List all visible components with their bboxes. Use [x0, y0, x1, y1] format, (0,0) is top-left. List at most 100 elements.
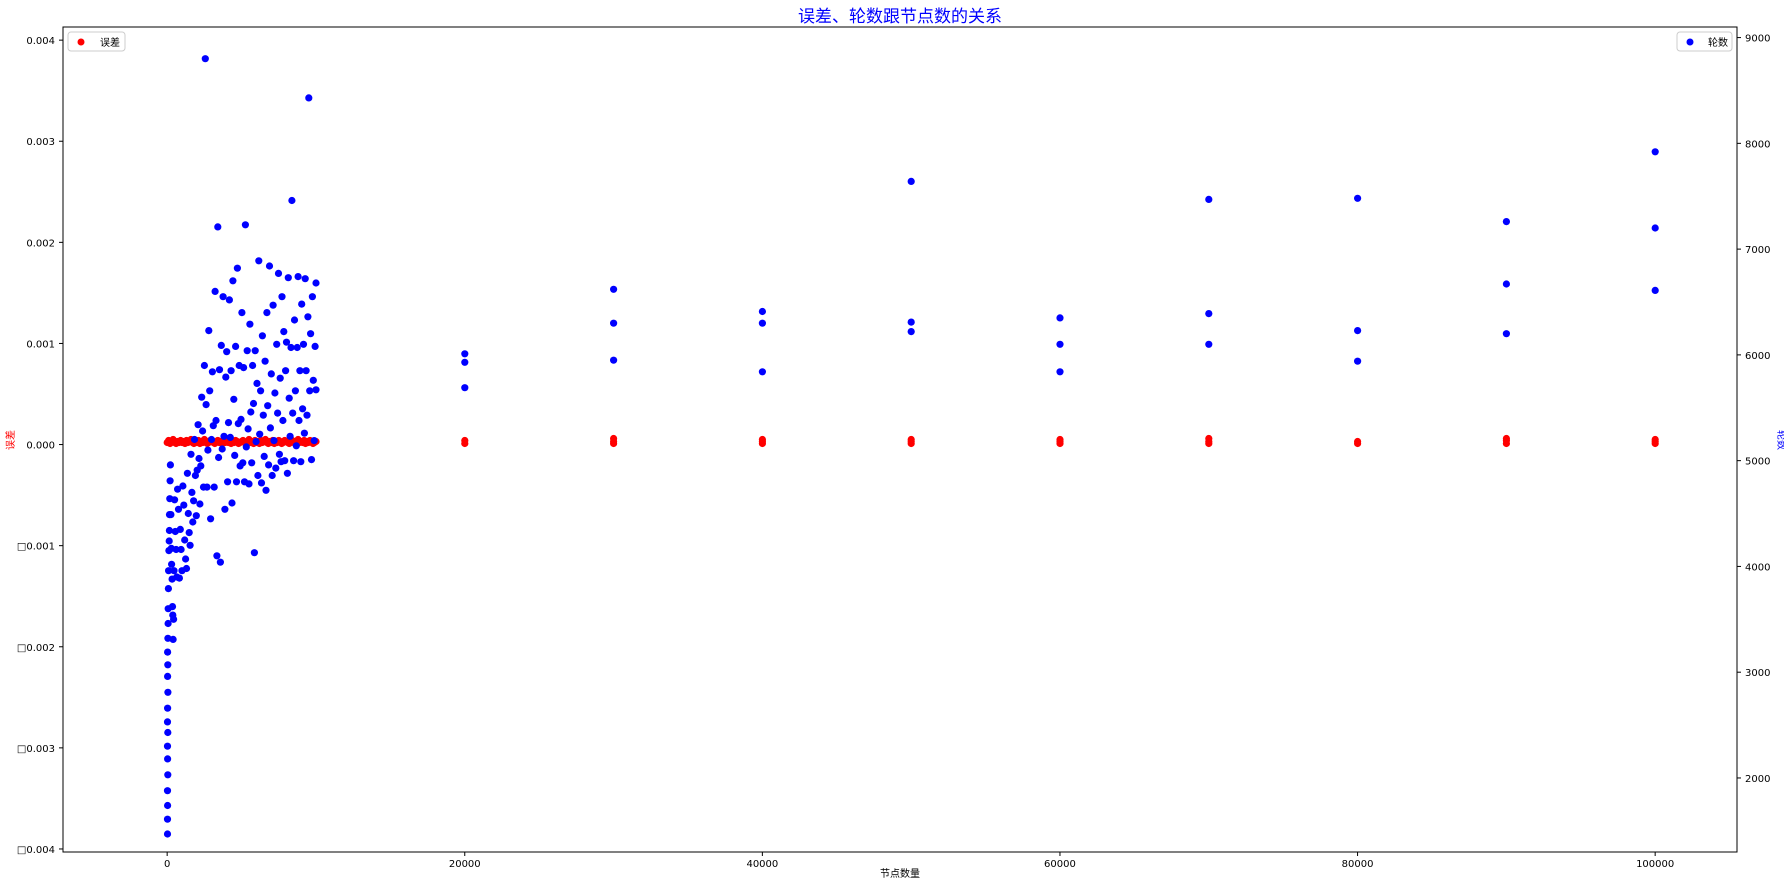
legend-right: 轮数	[1676, 31, 1733, 52]
rounds-point-193	[311, 342, 319, 350]
rounds-point-87	[216, 558, 224, 566]
rounds-point-64	[196, 500, 204, 508]
rounds-point-175	[295, 416, 303, 425]
rounds-point-18	[165, 567, 173, 575]
rounds-point-41	[175, 574, 183, 582]
rounds-point-206	[907, 318, 915, 326]
legend-right-marker	[1686, 38, 1694, 46]
rounds-point-95	[224, 478, 232, 486]
rounds-point-136	[260, 452, 268, 460]
rounds-point-46	[180, 501, 188, 509]
rounds-point-212	[1205, 310, 1213, 318]
rounds-point-130	[255, 257, 263, 265]
series-error-points	[163, 434, 1659, 448]
series-rounds-points	[163, 55, 1659, 838]
rounds-point-10	[164, 688, 172, 696]
rounds-point-148	[271, 389, 279, 397]
rounds-point-218	[1502, 280, 1510, 288]
rounds-point-25	[166, 461, 174, 469]
rounds-point-132	[257, 387, 265, 395]
rounds-point-161	[282, 338, 291, 346]
left-tick-label-4: 0.000	[26, 441, 55, 452]
rounds-point-168	[289, 409, 297, 417]
rounds-point-96	[224, 419, 233, 427]
rounds-point-162	[283, 469, 291, 477]
rounds-point-51	[184, 509, 192, 518]
rounds-point-204	[758, 307, 767, 316]
rounds-point-145	[268, 471, 276, 480]
rounds-point-112	[239, 459, 247, 467]
error-point-117	[1205, 434, 1213, 443]
rounds-point-166	[287, 343, 295, 352]
rounds-point-12	[164, 661, 172, 669]
rounds-point-126	[251, 347, 259, 355]
error-point-114	[1056, 435, 1064, 444]
rounds-point-97	[225, 296, 233, 304]
rounds-point-13	[164, 648, 172, 656]
rounds-point-6	[163, 742, 172, 750]
rounds-point-210	[1056, 314, 1064, 322]
rounds-point-30	[168, 603, 177, 611]
rounds-point-174	[294, 273, 302, 281]
rounds-point-127	[252, 438, 260, 446]
rounds-point-65	[197, 462, 205, 470]
rounds-point-102	[230, 395, 238, 403]
rounds-point-196	[461, 384, 469, 392]
rounds-point-91	[220, 432, 228, 440]
rounds-point-135	[259, 411, 267, 419]
rounds-point-165	[286, 432, 294, 440]
rounds-point-141	[265, 461, 273, 469]
rounds-point-190	[308, 293, 316, 301]
rounds-point-72	[203, 483, 211, 491]
right-tick-label-5: 4000	[1745, 562, 1770, 573]
rounds-point-171	[291, 387, 299, 395]
rounds-point-200	[610, 319, 618, 327]
legend-left-marker	[77, 38, 85, 46]
left-tick-label-7: □0.003	[17, 744, 55, 755]
rounds-point-221	[1651, 224, 1659, 232]
rounds-point-128	[253, 379, 261, 387]
rounds-point-83	[213, 552, 221, 560]
rounds-point-49	[182, 564, 191, 573]
rounds-point-119	[245, 480, 253, 488]
rounds-point-74	[205, 327, 213, 335]
plot-frame	[62, 26, 1738, 853]
error-point-122	[1502, 434, 1510, 443]
rounds-point-122	[248, 459, 256, 467]
error-point-125	[1651, 435, 1659, 444]
rounds-point-172	[292, 442, 300, 450]
rounds-point-170	[290, 316, 299, 324]
rounds-point-209	[1056, 340, 1064, 348]
rounds-point-194	[312, 386, 320, 394]
x-tick-label-5: 100000	[1636, 859, 1674, 870]
rounds-point-94	[223, 348, 231, 356]
rounds-point-177	[297, 458, 305, 466]
rounds-point-195	[312, 279, 320, 287]
left-tick-label-3: 0.001	[26, 339, 55, 350]
rounds-point-24	[166, 477, 174, 485]
rounds-point-84	[214, 223, 222, 231]
x-axis-label: 节点数量	[880, 867, 920, 878]
rounds-point-115	[241, 221, 249, 229]
rounds-point-208	[1056, 368, 1064, 376]
rounds-point-118	[244, 425, 252, 433]
rounds-point-3	[163, 787, 172, 795]
rounds-point-205	[907, 328, 915, 336]
rounds-point-58	[190, 435, 199, 444]
x-tick-label-0: 0	[164, 859, 170, 870]
rounds-point-202	[758, 368, 767, 376]
rounds-point-5	[164, 755, 172, 763]
rounds-point-100	[228, 499, 236, 507]
right-tick-label-4: 5000	[1745, 457, 1770, 468]
rounds-point-110	[237, 415, 245, 423]
rounds-point-222	[1651, 148, 1659, 156]
rounds-point-15	[164, 619, 172, 628]
chart-title: 误差、轮数跟节点数的关系	[798, 7, 1002, 27]
legend-left-label: 误差	[100, 36, 120, 49]
rounds-point-125	[250, 549, 258, 557]
rounds-point-80	[210, 483, 218, 491]
rounds-point-138	[262, 486, 270, 494]
rounds-point-111	[238, 309, 246, 317]
rounds-point-45	[179, 482, 187, 490]
rounds-point-183	[302, 367, 310, 375]
